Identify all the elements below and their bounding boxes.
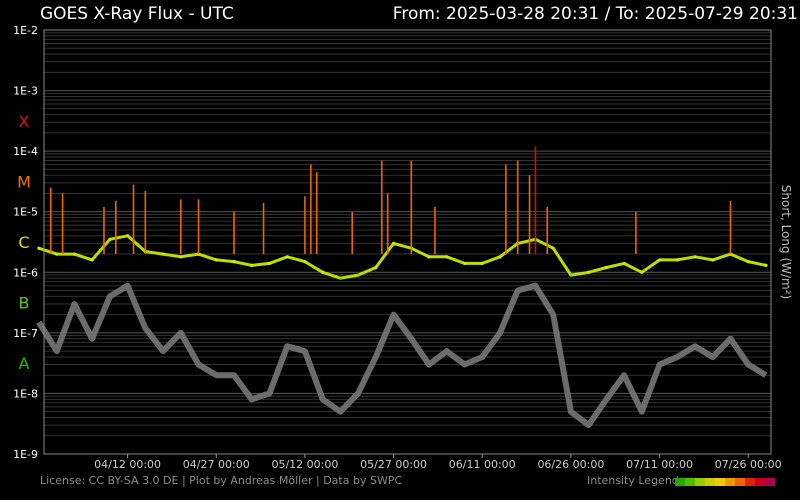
series-long-point	[640, 270, 644, 274]
y-tick-label: 1E-2	[13, 24, 38, 37]
series-long-point	[693, 255, 697, 259]
flare-class-label: X	[19, 112, 30, 131]
x-tick-label: 06/11 00:00	[449, 458, 516, 471]
series-long-point	[356, 273, 360, 277]
y-tick-label: 1E-3	[13, 85, 38, 98]
series-long-point	[711, 258, 715, 262]
x-tick-label: 07/11 00:00	[626, 458, 693, 471]
series-long-point	[445, 255, 449, 259]
x-tick-label: 05/27 00:00	[360, 458, 427, 471]
series-long-point	[55, 252, 59, 256]
time-range: From: 2025-03-28 20:31 / To: 2025-07-29 …	[392, 4, 798, 24]
x-tick-label: 06/26 00:00	[537, 458, 604, 471]
series-long-point	[462, 261, 467, 266]
x-tick-label: 05/12 00:00	[271, 458, 338, 471]
series-long-point	[126, 234, 130, 238]
chart-title: GOES X-Ray Flux - UTC	[40, 4, 234, 24]
legend-swatch	[685, 478, 695, 486]
intensity-legend-label: Intensity Legend	[587, 474, 679, 487]
series-long-point	[746, 260, 750, 264]
series-long-point	[569, 273, 573, 277]
intensity-legend	[675, 478, 775, 486]
legend-swatch	[705, 478, 715, 486]
series-long-line	[38, 234, 767, 280]
flare-class-label: C	[18, 233, 29, 252]
flare-class-label: B	[19, 294, 30, 313]
legend-swatch	[725, 478, 735, 486]
series-long-point	[338, 276, 342, 280]
series-long-point	[267, 261, 272, 266]
series-long-point	[214, 258, 218, 262]
y-tick-label: 1E-5	[13, 206, 38, 219]
series-long-point	[37, 246, 41, 250]
legend-swatch	[735, 478, 745, 486]
credits: License: CC BY-SA 3.0 DE | Plot by Andre…	[40, 474, 403, 487]
series-long-point	[285, 255, 289, 259]
legend-swatch	[695, 478, 705, 486]
series-long-point	[675, 258, 679, 262]
legend-swatch	[755, 478, 765, 486]
flare-class-label: A	[19, 354, 30, 373]
y-tick-label: 1E-4	[13, 145, 38, 158]
legend-swatch	[765, 478, 775, 486]
series-long-point	[622, 261, 626, 266]
series-long-point	[161, 252, 165, 256]
y-tick-label: 1E-6	[13, 266, 38, 279]
series-long-point	[427, 255, 431, 259]
series-long-point	[90, 258, 94, 262]
series-long-point	[321, 270, 325, 274]
series-long-point	[498, 255, 502, 259]
y-tick-label: 1E-9	[13, 448, 38, 461]
series-short-line	[36, 282, 768, 429]
legend-swatch	[745, 478, 755, 486]
x-tick-label: 04/12 00:00	[94, 458, 161, 471]
series-long-point	[480, 261, 484, 266]
legend-swatch	[675, 478, 685, 486]
plot-frame	[43, 29, 772, 455]
x-tick-label: 07/26 00:00	[715, 458, 782, 471]
series-long-point	[250, 263, 254, 267]
series-long-point	[72, 252, 77, 256]
series-long-point	[587, 270, 591, 274]
y-tick-label: 1E-7	[13, 327, 38, 340]
series-long-point	[604, 265, 608, 270]
y-axis-title: Short, Long (W/m²)	[779, 184, 793, 300]
series-long-point	[764, 263, 768, 267]
y-tick-label: 1E-8	[13, 387, 38, 400]
series-long-point	[232, 260, 236, 264]
series-long-point	[108, 237, 112, 241]
series-long-point	[657, 258, 662, 262]
flare-class-label: M	[17, 172, 31, 191]
series-long-point	[374, 265, 378, 270]
series-long-point	[303, 260, 307, 264]
x-tick-label: 04/27 00:00	[183, 458, 250, 471]
series-long-point	[179, 255, 183, 259]
legend-swatch	[715, 478, 725, 486]
series-long-point	[391, 241, 396, 245]
series-long-point	[551, 246, 555, 250]
